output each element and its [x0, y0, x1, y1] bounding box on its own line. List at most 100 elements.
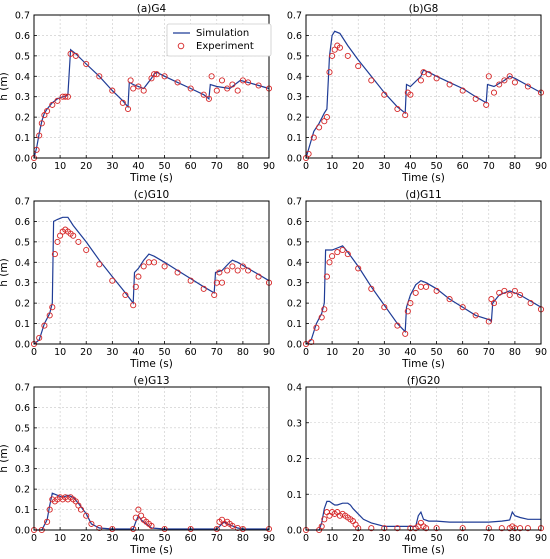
experiment-point: [420, 69, 427, 76]
y-tick-label: 0.1: [15, 133, 30, 144]
panel-title: (e)G13: [133, 375, 169, 387]
x-tick-label: 80: [509, 347, 521, 358]
experiment-point: [211, 291, 218, 299]
experiment-point: [44, 107, 51, 115]
experiment-point: [213, 87, 220, 94]
experiment-point: [205, 95, 212, 102]
experiment-point: [321, 516, 328, 523]
x-axis-label: Time (s): [129, 544, 173, 556]
experiment-point: [318, 314, 325, 321]
experiment-point: [67, 50, 74, 57]
experiment-point: [135, 273, 142, 280]
experiment-point: [323, 509, 330, 516]
experiment-point: [433, 287, 440, 294]
x-tick-label: 30: [378, 161, 390, 172]
x-tick-label: 20: [352, 347, 364, 358]
experiment-point: [38, 120, 45, 127]
experiment-point: [49, 304, 56, 311]
experiment-point: [485, 525, 492, 532]
experiment-point: [109, 87, 116, 94]
experiment-point: [381, 304, 388, 311]
x-tick-label: 60: [185, 161, 197, 172]
x-tick-label: 60: [185, 533, 197, 544]
experiment-point: [490, 300, 498, 307]
legend-experiment-swatch: [177, 42, 185, 50]
legend-experiment-label: Experiment: [196, 41, 254, 52]
experiment-point: [255, 273, 262, 280]
experiment-point: [229, 522, 236, 529]
x-tick-label: 80: [237, 161, 249, 172]
experiment-point: [506, 73, 513, 80]
y-tick-label: 0.3: [287, 92, 302, 103]
experiment-point: [239, 263, 246, 270]
panel-title: (c)G10: [134, 189, 169, 201]
x-tick-label: 20: [80, 533, 92, 544]
axis-frame: [305, 14, 542, 159]
x-tick-label: 10: [54, 347, 66, 358]
experiment-point: [485, 318, 492, 325]
y-tick-label: 0.4: [15, 258, 30, 269]
experiment-point: [404, 308, 411, 315]
experiment-point: [96, 73, 103, 80]
y-tick-label: 0.4: [15, 72, 30, 83]
experiment-point: [417, 283, 424, 290]
experiment-point: [446, 81, 453, 88]
simulation-line: [305, 30, 542, 159]
experiment-point: [44, 518, 51, 525]
legend-simulation-label: Simulation: [196, 28, 249, 39]
y-tick-label: 0.0: [15, 526, 30, 537]
y-tick-label: 0.1: [287, 319, 302, 330]
x-tick-label: 90: [263, 347, 275, 358]
experiment-point: [245, 79, 252, 86]
experiment-point: [423, 525, 430, 532]
simulation-line: [306, 500, 541, 531]
experiment-point: [394, 525, 401, 532]
x-tick-label: 90: [263, 533, 275, 544]
experiment-point: [64, 93, 71, 100]
experiment-point: [344, 52, 351, 59]
experiment-point: [234, 267, 241, 274]
experiment-point: [433, 75, 440, 82]
experiment-point: [208, 73, 215, 80]
y-tick-label: 0.5: [15, 423, 30, 434]
experiment-point: [83, 246, 90, 254]
x-axis-label: Time (s): [401, 544, 445, 556]
y-tick-label: 0.0: [287, 154, 302, 165]
experiment-point: [174, 79, 181, 86]
x-tick-label: 70: [483, 161, 495, 172]
experiment-point: [229, 263, 236, 270]
x-tick-label: 30: [106, 161, 118, 172]
x-tick-label: 10: [326, 161, 338, 172]
y-tick-label: 0.4: [15, 444, 30, 455]
axis-frame: [33, 386, 270, 531]
x-tick-label: 90: [263, 161, 275, 172]
experiment-point: [132, 514, 139, 521]
experiment-point: [224, 85, 231, 92]
y-tick-label: 0.5: [287, 237, 302, 248]
y-tick-label: 0.5: [15, 51, 30, 62]
x-tick-label: 0: [303, 161, 309, 172]
experiment-point: [355, 63, 362, 70]
experiment-point: [368, 77, 375, 84]
experiment-point: [41, 322, 48, 329]
x-tick-label: 70: [483, 347, 495, 358]
experiment-point: [368, 285, 375, 292]
experiment-point: [187, 277, 194, 284]
x-tick-label: 20: [80, 161, 92, 172]
experiment-point: [407, 91, 414, 98]
experiment-point: [326, 512, 333, 519]
experiment-point: [140, 87, 147, 94]
experiment-point: [501, 77, 508, 84]
x-tick-label: 60: [457, 347, 469, 358]
experiment-point: [524, 525, 531, 532]
y-tick-label: 0.6: [287, 217, 302, 228]
x-axis-label: Time (s): [129, 172, 173, 184]
panel-title: (f)G20: [407, 375, 440, 387]
x-tick-label: 0: [31, 533, 37, 544]
experiment-point: [472, 312, 479, 319]
x-tick-label: 0: [31, 347, 37, 358]
experiment-point: [433, 525, 440, 532]
experiment-point: [490, 89, 498, 96]
experiment-point: [124, 105, 132, 113]
experiment-point: [459, 304, 466, 311]
